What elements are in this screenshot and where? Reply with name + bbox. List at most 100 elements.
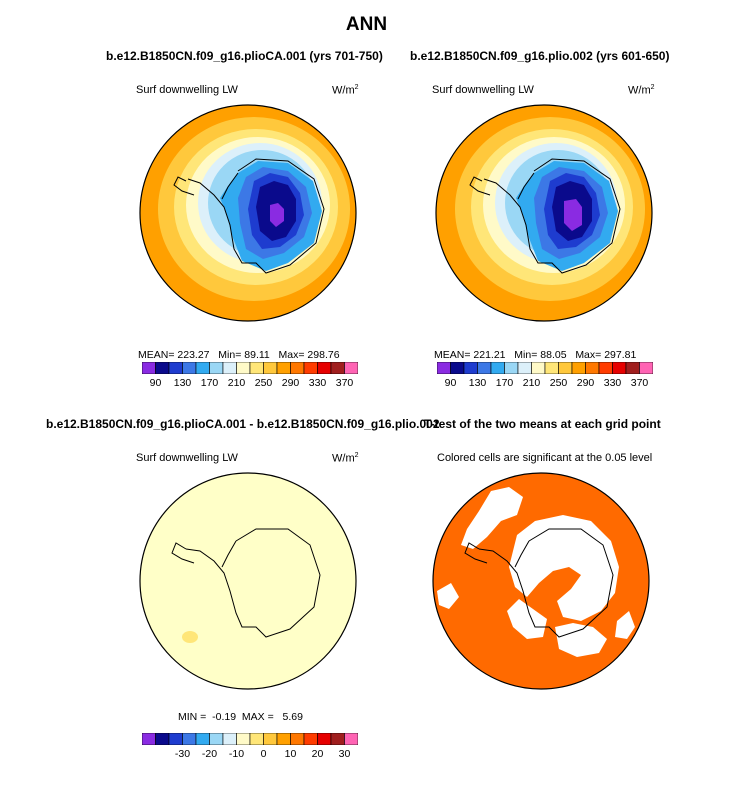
colorbar-swatch	[504, 362, 519, 374]
panel2-units: W/m2	[628, 84, 655, 97]
not-significant-area	[461, 487, 523, 549]
colorbar-swatch	[558, 362, 573, 374]
colorbar-swatch	[155, 733, 170, 745]
colorbar-swatch	[585, 362, 600, 374]
colorbar-tick-label: 10	[284, 748, 297, 760]
colorbar-tick-label: 290	[281, 377, 300, 389]
colorbar-swatch	[249, 362, 264, 374]
colorbar-swatch	[477, 362, 492, 374]
colorbar-tick-label: 330	[603, 377, 622, 389]
antarctic-peninsula	[469, 176, 491, 196]
colorbar-tick-label: 90	[149, 377, 162, 389]
colorbar-swatch	[437, 362, 451, 374]
ice-level	[270, 203, 284, 227]
colorbar-tick-label: 90	[444, 377, 457, 389]
colorbar-swatch	[276, 733, 291, 745]
colorbar-swatch	[571, 362, 586, 374]
colorbar-swatch	[517, 362, 532, 374]
panel2-colorbar-labels: 90 130 170 210 250 290 330 370	[437, 377, 653, 391]
diff-background	[140, 473, 356, 689]
colorbar-swatch	[209, 733, 224, 745]
colorbar-swatch	[330, 362, 345, 374]
colorbar-swatch	[155, 362, 170, 374]
colorbar-swatch	[236, 362, 251, 374]
colorbar-swatch	[263, 362, 278, 374]
colorbar-swatch	[450, 362, 465, 374]
panel2-field	[436, 105, 652, 321]
panel3-stats: MIN = -0.19 MAX = 5.69	[178, 711, 303, 723]
not-significant-area	[507, 599, 547, 639]
panel1-variable: Surf downwelling LW	[136, 84, 238, 96]
colorbar-swatch	[236, 733, 251, 745]
figure-title: ANN	[345, 14, 388, 35]
colorbar-swatch	[168, 362, 183, 374]
panel3-colorbar-labels: -30 -20 -10 0 10 20 30	[142, 748, 358, 762]
colorbar-tick-label: 130	[173, 377, 192, 389]
colorbar-tick-label: 290	[576, 377, 595, 389]
colorbar-swatch	[195, 733, 210, 745]
colorbar-swatch	[344, 362, 358, 374]
panel2-variable: Surf downwelling LW	[432, 84, 534, 96]
colorbar-swatch	[303, 362, 318, 374]
colorbar-swatch	[612, 362, 627, 374]
panel4-subtitle: Colored cells are significant at the 0.0…	[437, 452, 653, 464]
colorbar-tick-label: 330	[308, 377, 327, 389]
colorbar-swatch	[303, 733, 318, 745]
colorbar-tick-label: 250	[254, 377, 273, 389]
colorbar-swatch	[182, 733, 197, 745]
panel4-map	[432, 472, 650, 690]
colorbar-swatch	[249, 733, 264, 745]
colorbar-swatch	[142, 362, 156, 374]
antarctica-coastline	[185, 528, 321, 638]
not-significant-area	[555, 623, 607, 657]
antarctica-coastline	[187, 158, 325, 274]
colorbar-swatch	[598, 362, 613, 374]
colorbar-swatch	[330, 733, 345, 745]
map-boundary	[435, 104, 653, 322]
panel3-colorbar	[142, 733, 358, 745]
panel3-units: W/m2	[332, 452, 359, 465]
colorbar-tick-label: 130	[468, 377, 487, 389]
colorbar-swatch	[490, 362, 505, 374]
colorbar-swatch	[209, 362, 224, 374]
not-significant-area	[437, 583, 459, 609]
colorbar-swatch	[222, 733, 237, 745]
colorbar-tick-label: 0	[260, 748, 267, 760]
antarctic-peninsula	[173, 176, 195, 196]
diff-spot	[182, 631, 198, 643]
colorbar-tick-label: 370	[335, 377, 354, 389]
colorbar-swatch	[531, 362, 546, 374]
antarctica-coastline	[478, 528, 614, 638]
colorbar-swatch	[195, 362, 210, 374]
antarctic-peninsula	[464, 542, 488, 564]
colorbar-tick-label: 210	[227, 377, 246, 389]
panel1-colorbar-labels: 90 130 170 210 250 290 330 370	[142, 377, 358, 391]
colorbar-tick-label: 170	[200, 377, 219, 389]
colorbar-swatch	[344, 733, 358, 745]
panel2-title: b.e12.B1850CN.f09_g16.plio.002 (yrs 601-…	[410, 49, 670, 63]
not-significant-area	[615, 611, 635, 639]
colorbar-swatch	[317, 733, 332, 745]
colorbar-tick-label: 170	[495, 377, 514, 389]
colorbar-swatch	[317, 362, 332, 374]
panel3-variable: Surf downwelling LW	[136, 452, 238, 464]
colorbar-swatch	[625, 362, 640, 374]
colorbar-tick-label: -20	[201, 748, 218, 760]
not-significant-area	[509, 515, 619, 621]
colorbar-swatch	[544, 362, 559, 374]
colorbar-tick-label: 250	[549, 377, 568, 389]
colorbar-swatch	[182, 362, 197, 374]
map-boundary	[139, 472, 357, 690]
panel1-stats: MEAN= 223.27 Min= 89.11 Max= 298.76	[138, 349, 340, 361]
panel1-units: W/m2	[332, 84, 359, 97]
panel1-field	[140, 105, 356, 321]
antarctic-peninsula	[171, 542, 195, 564]
panel3-title: b.e12.B1850CN.f09_g16.plioCA.001 - b.e12…	[46, 417, 440, 431]
colorbar-tick-label: 210	[522, 377, 541, 389]
antarctica-coastline	[483, 158, 621, 274]
colorbar-tick-label: 30	[338, 748, 351, 760]
panel1-colorbar	[142, 362, 358, 374]
panel2-stats: MEAN= 221.21 Min= 88.05 Max= 297.81	[434, 349, 637, 361]
panel1-title: b.e12.B1850CN.f09_g16.plioCA.001 (yrs 70…	[106, 49, 383, 63]
panel3-map	[139, 472, 357, 690]
